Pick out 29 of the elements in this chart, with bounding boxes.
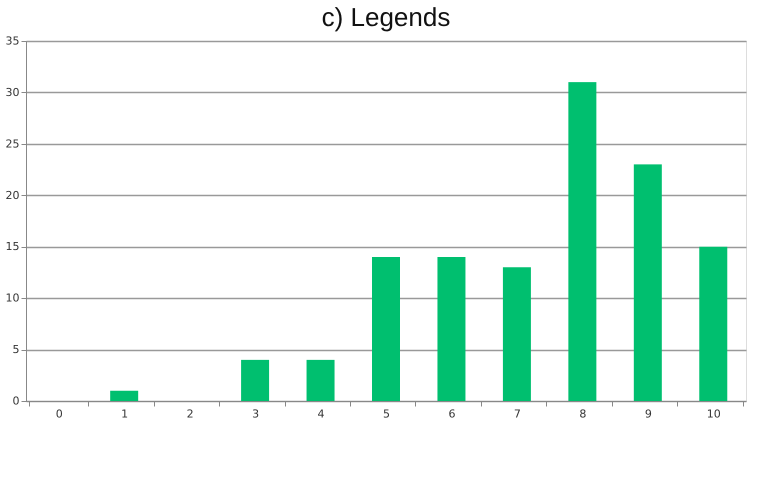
bar <box>110 390 138 401</box>
y-tick-label: 5 <box>12 343 20 356</box>
y-tick-label: 30 <box>6 86 20 99</box>
x-tick-label: 4 <box>318 408 325 420</box>
y-tick-label: 25 <box>6 137 20 150</box>
chart-title: c) Legends <box>322 2 450 32</box>
bar <box>437 257 466 401</box>
x-tick-label: 5 <box>383 408 390 420</box>
x-tick-label: 9 <box>644 408 652 420</box>
x-tick-label: 2 <box>186 408 194 420</box>
y-tick-label: 20 <box>6 188 20 202</box>
bar <box>372 257 400 401</box>
bar <box>241 360 270 401</box>
y-tick-label: 35 <box>6 34 20 48</box>
bar <box>634 164 662 401</box>
x-tick-label: 8 <box>579 408 586 420</box>
bar <box>306 360 335 401</box>
y-tick-label: 0 <box>12 394 20 408</box>
x-tick-label: 0 <box>56 408 63 420</box>
bar <box>699 246 728 401</box>
bar <box>502 267 531 401</box>
x-tick-label: 3 <box>252 408 260 420</box>
x-tick-label: 7 <box>514 408 521 420</box>
x-tick-label: 10 <box>706 408 721 420</box>
bar <box>568 82 596 401</box>
y-tick-label: 15 <box>6 240 20 254</box>
x-tick-label: 6 <box>448 408 456 420</box>
x-tick-label: 1 <box>121 408 128 420</box>
y-tick-label: 10 <box>6 292 20 305</box>
